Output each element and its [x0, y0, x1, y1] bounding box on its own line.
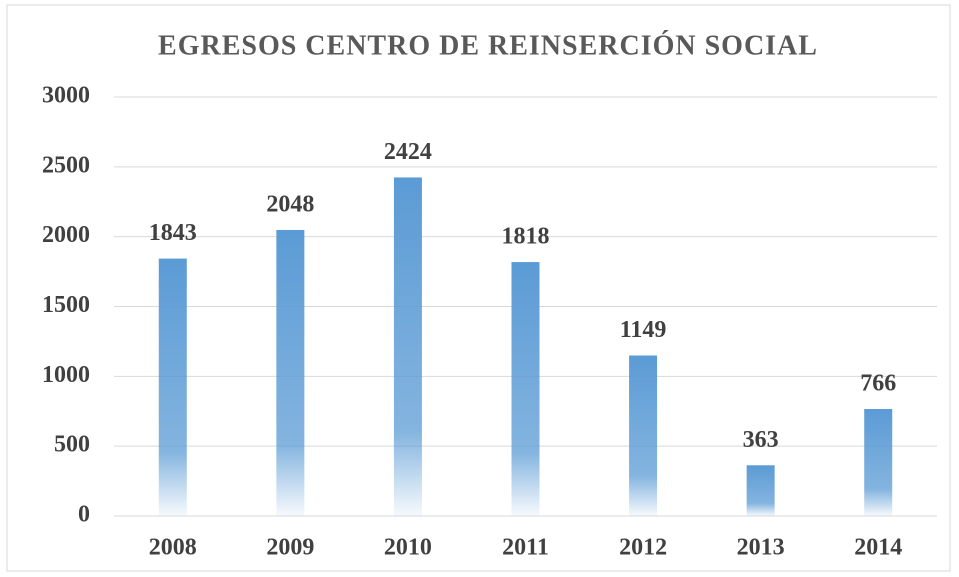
bar — [158, 258, 187, 516]
data-label: 766 — [860, 371, 896, 397]
chart-border — [6, 4, 951, 572]
bar — [864, 409, 893, 516]
bar — [511, 262, 540, 516]
chart-title: EGRESOS CENTRO DE REINSERCIÓN SOCIAL — [158, 30, 818, 61]
x-tick-label: 2009 — [266, 535, 314, 561]
x-tick-label: 2008 — [149, 535, 197, 561]
x-tick-label: 2011 — [502, 535, 549, 561]
x-tick-label: 2010 — [384, 535, 432, 561]
y-tick-label: 1000 — [42, 362, 90, 388]
y-tick-label: 2500 — [42, 152, 90, 178]
y-tick-label: 0 — [78, 502, 90, 528]
data-label: 1149 — [620, 317, 667, 343]
x-tick-label: 2014 — [854, 535, 902, 561]
data-label: 2424 — [384, 139, 432, 165]
data-label: 363 — [743, 427, 779, 453]
bar — [746, 465, 775, 516]
y-tick-label: 500 — [54, 432, 90, 458]
data-label: 1843 — [149, 220, 197, 246]
y-tick-label: 2000 — [42, 222, 90, 248]
y-tick-label: 3000 — [42, 83, 90, 109]
y-tick-label: 1500 — [42, 292, 90, 318]
data-label: 2048 — [266, 191, 314, 217]
x-tick-label: 2013 — [737, 535, 785, 561]
bar — [629, 355, 658, 516]
bar — [276, 229, 305, 517]
x-tick-label: 2012 — [619, 535, 667, 561]
bar — [393, 177, 422, 516]
data-label: 1818 — [502, 224, 550, 250]
